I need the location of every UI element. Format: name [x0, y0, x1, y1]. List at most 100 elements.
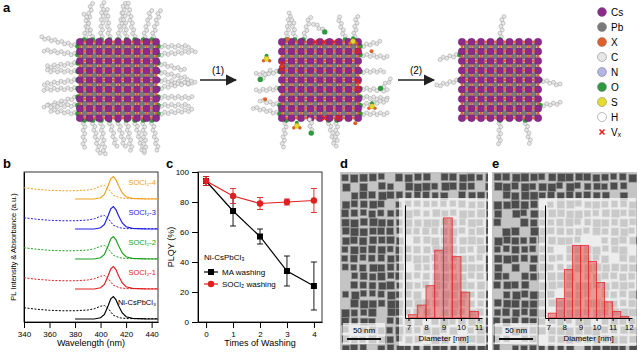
ligand: [42, 48, 81, 58]
x-atom: [513, 50, 516, 53]
c-atom: [85, 15, 89, 19]
ligand: [82, 2, 95, 43]
nanocube: [342, 219, 349, 226]
tick-label: 100: [176, 168, 190, 177]
x-atom: [83, 50, 86, 53]
x-atom: [117, 64, 120, 67]
x-atom: [508, 45, 511, 48]
nanocube: [360, 218, 367, 225]
cs-atom: [124, 95, 132, 103]
c-atom: [126, 1, 130, 5]
x-atom: [285, 98, 288, 101]
error-bar: [311, 262, 317, 310]
nanocube: [387, 292, 395, 300]
nanocube: [342, 255, 348, 261]
ligand: [280, 117, 289, 149]
x-atom: [290, 45, 293, 48]
ligand: [125, 1, 137, 43]
absorbance-line: [24, 186, 158, 199]
cs-atom: [506, 67, 514, 75]
error-bar: [284, 199, 290, 205]
c-atom: [176, 65, 180, 69]
vacancy: [313, 40, 318, 45]
free-molecule: [308, 118, 314, 136]
c-atom: [180, 83, 184, 87]
nanocube: [459, 183, 466, 190]
x-atom: [480, 55, 483, 58]
x-atom: [508, 74, 511, 77]
x-atom: [93, 69, 96, 72]
x-atom: [281, 112, 284, 115]
ligand: [155, 102, 190, 108]
nanocube: [449, 182, 456, 189]
o-atom: [309, 130, 314, 135]
nanocube: [387, 220, 393, 226]
nanocube: [378, 219, 385, 226]
cs-atom: [297, 67, 305, 75]
marker: [284, 268, 290, 274]
x-atom: [342, 98, 345, 101]
ligand: [132, 117, 146, 154]
cs-atom: [95, 67, 103, 75]
nanocube: [351, 300, 359, 308]
error-bar: [311, 189, 317, 213]
tick-mark: [314, 322, 315, 328]
cs-atom: [525, 67, 533, 75]
series-label: SOCl₂-2: [129, 238, 157, 247]
cs-atom: [515, 48, 523, 56]
tick-mark: [192, 172, 198, 173]
x-atom: [461, 102, 464, 105]
tick-label: 440: [145, 330, 159, 339]
x-atom: [263, 97, 267, 101]
ligand: [357, 98, 388, 108]
legend-swatch: [598, 113, 607, 122]
x-atom: [470, 74, 473, 77]
axis-line: [25, 322, 159, 323]
tem-background: [340, 172, 488, 350]
cs-atom: [95, 114, 103, 122]
x-atom: [475, 117, 478, 120]
x-atom: [83, 117, 86, 120]
cs-atom: [278, 67, 286, 75]
cs-atom: [86, 67, 94, 75]
x-atom: [102, 107, 105, 110]
cs-atom: [278, 114, 286, 122]
c-atom: [154, 142, 158, 146]
x-atom: [537, 74, 540, 77]
x-atom: [126, 64, 129, 67]
nanocube: [360, 191, 367, 198]
cs-atom: [152, 38, 160, 46]
cs-atom: [506, 48, 514, 56]
x-atom: [532, 117, 535, 120]
x-atom: [328, 55, 331, 58]
c-atom: [151, 128, 155, 132]
x-atom: [112, 117, 115, 120]
x-atom: [328, 93, 331, 96]
cs-atom: [297, 57, 305, 65]
legend-swatch: [598, 53, 607, 62]
x-atom: [461, 45, 464, 48]
c-atom: [109, 128, 113, 132]
x-atom: [370, 49, 374, 53]
cs-atom: [525, 76, 533, 84]
c-atom: [56, 40, 60, 44]
x-atom: [136, 74, 139, 77]
ligand: [141, 9, 154, 43]
x-atom: [131, 117, 134, 120]
nanocube: [469, 192, 476, 199]
x-atom: [319, 45, 322, 48]
free-molecule: [378, 77, 393, 91]
x-atom: [461, 93, 464, 96]
nanocube: [487, 273, 488, 281]
x-atom: [155, 112, 158, 115]
x-atom: [532, 88, 535, 91]
cs-atom: [468, 86, 476, 94]
c-atom: [441, 55, 445, 59]
tick: 420: [120, 322, 134, 339]
tick: 400: [94, 322, 108, 339]
nanocube: [360, 254, 366, 260]
x-atom: [342, 50, 345, 53]
ligand: [258, 68, 273, 82]
x-atom: [532, 50, 535, 53]
x-atom: [98, 102, 101, 105]
